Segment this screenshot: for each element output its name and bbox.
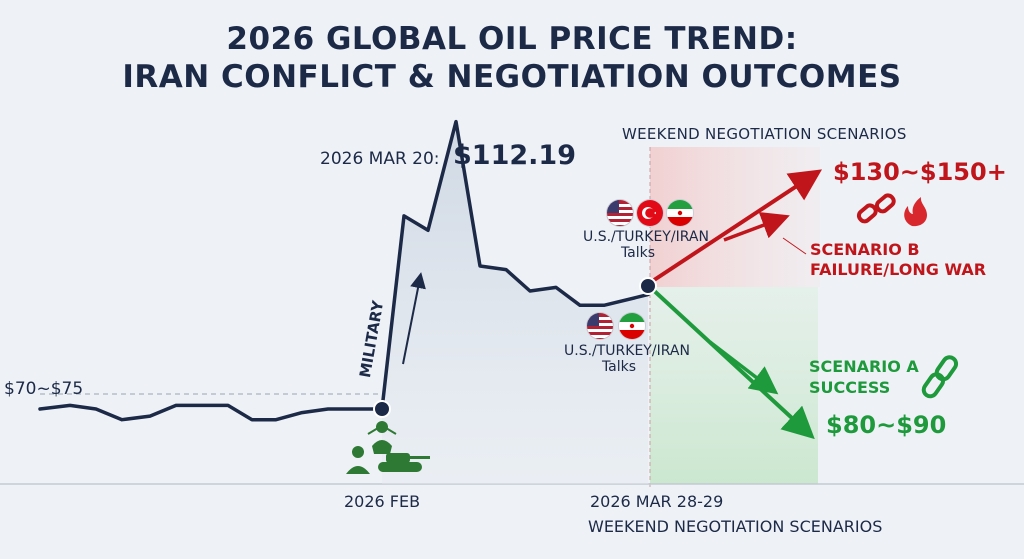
scenario-b-label: SCENARIO B FAILURE/LONG WAR: [810, 240, 986, 280]
talks-label-top: U.S./TURKEY/IRAN Talks: [583, 229, 709, 261]
scenario-a-label-line2: SUCCESS: [809, 377, 891, 397]
talks-label-bottom-line1: U.S./TURKEY/IRAN: [564, 343, 690, 359]
scenario-b-label-line1: SCENARIO B: [810, 240, 920, 259]
negotiation-marker: [639, 277, 657, 295]
scenario-a-arrow: [648, 285, 815, 440]
x-label-mar-scenarios: WEEKEND NEGOTIATION SCENARIOS: [588, 517, 883, 536]
soldiers-icon: [346, 421, 397, 474]
us-flag-icon: [587, 313, 613, 339]
chart-title-line2: IRAN CONFLICT & NEGOTIATION OUTCOMES: [122, 59, 902, 95]
fire-icon: [904, 197, 927, 227]
price-area: [382, 121, 648, 484]
talks-label-top-line1: U.S./TURKEY/IRAN: [583, 229, 709, 245]
turkey-flag-icon: [637, 200, 663, 226]
scenario-a-price: $80~$90: [826, 411, 947, 439]
iran-flag-icon: [619, 313, 645, 339]
tank-icon: [378, 453, 430, 472]
talks-label-bottom-line2: Talks: [601, 359, 637, 375]
scenario-b-pointer: [782, 237, 807, 255]
x-label-feb: 2026 FEB: [344, 492, 421, 511]
scenario-b-arrow-secondary: [723, 212, 790, 242]
scenarios-header: WEEKEND NEGOTIATION SCENARIOS: [622, 125, 907, 143]
x-label-mar: 2026 MAR 28-29: [590, 492, 724, 511]
peak-date-label: 2026 MAR 20:: [320, 149, 440, 169]
scenario-b-price: $130~$150+: [833, 158, 1007, 186]
talks-label-top-line2: Talks: [620, 245, 656, 261]
broken-chain-icon: [856, 193, 896, 224]
iran-flag-icon: [667, 200, 693, 226]
chain-link-icon: [921, 355, 959, 399]
military-arrow: [402, 272, 426, 365]
scenario-a-arrow-secondary: [708, 340, 779, 395]
baseline-range-label: $70~$75: [4, 379, 84, 399]
scenario-b-arrow: [646, 169, 823, 286]
us-flag-icon: [607, 200, 633, 226]
scenario-a-label: SCENARIO A SUCCESS: [809, 357, 919, 399]
scenario-b-label-line2: FAILURE/LONG WAR: [810, 260, 987, 279]
scenario-a-label-line1: SCENARIO A: [809, 357, 919, 376]
chart-title-line1: 2026 GLOBAL OIL PRICE TREND:: [226, 21, 798, 57]
scenario-a-zone: [650, 287, 818, 484]
price-line: [38, 119, 650, 422]
feb-event-marker: [373, 400, 391, 418]
peak-value-label: $112.19: [453, 140, 576, 171]
talks-label-bottom: U.S./TURKEY/IRAN Talks: [564, 343, 690, 375]
